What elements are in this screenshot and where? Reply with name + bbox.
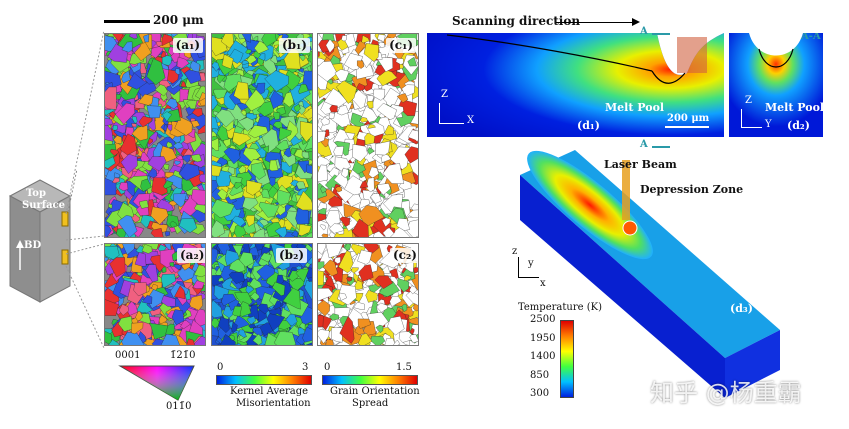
gos-max: 1.5 bbox=[396, 362, 412, 373]
temperature-title: Temperature (K) bbox=[518, 302, 602, 313]
d2-panel-label: (d₂) bbox=[787, 119, 810, 132]
section-marker-top bbox=[652, 33, 670, 35]
d1-scale-label: 200 μm bbox=[667, 113, 710, 124]
d3-axis-x: x bbox=[540, 278, 546, 289]
d1-scale-bar bbox=[665, 126, 709, 128]
d3-axis-y: y bbox=[528, 258, 534, 269]
panel-label-c1: (c₁) bbox=[386, 38, 416, 53]
temperature-tick: 2500 bbox=[530, 314, 556, 325]
kam-max: 3 bbox=[302, 362, 309, 373]
kam-map-b2: (b₂) bbox=[211, 243, 313, 346]
ipf-map-a2: (a₂) bbox=[104, 243, 206, 346]
cube-surface-label: Surface bbox=[22, 200, 65, 211]
section-a-bottom: A bbox=[640, 139, 648, 150]
d2-axis-lines bbox=[741, 109, 762, 128]
kam-min: 0 bbox=[217, 362, 224, 373]
temperature-tick: 1400 bbox=[530, 351, 556, 362]
gos-map-c1: (c₁) bbox=[317, 33, 419, 238]
scale-bar-label: 200 μm bbox=[153, 13, 204, 27]
d2-section-label: A-A bbox=[801, 33, 821, 42]
d1-melt-pool: Melt Pool bbox=[605, 101, 665, 114]
watermark: 知乎 @杨重霸 bbox=[650, 379, 802, 407]
cube-top-label: Top bbox=[26, 188, 46, 199]
temperature-tick: 1950 bbox=[530, 332, 556, 344]
d3-panel-label: (d₃) bbox=[730, 302, 753, 315]
kam-map-b1: (b₁) bbox=[211, 33, 313, 238]
temperature-tick: 300 bbox=[530, 388, 550, 399]
ipf-color-triangle bbox=[118, 365, 195, 401]
section-marker-bottom bbox=[652, 146, 670, 148]
scanning-arrow-head bbox=[632, 18, 640, 26]
d1-panel-label: (d₁) bbox=[577, 119, 600, 132]
gos-min: 0 bbox=[324, 362, 331, 373]
d3-axis-triad bbox=[518, 257, 539, 278]
scanning-direction-label: Scanning direction bbox=[452, 14, 581, 28]
kam-label-1: Kernel Average bbox=[230, 386, 309, 397]
gos-colorbar bbox=[322, 375, 418, 385]
panel-label-c2: (c₂) bbox=[390, 248, 418, 263]
cube-bd-label: BD bbox=[24, 240, 42, 251]
gos-map-c2: (c₂) bbox=[317, 243, 419, 346]
ipf-label-0110: 011̄0 bbox=[166, 401, 192, 412]
gos-label-2: Spread bbox=[352, 398, 389, 409]
laser-beam-label: Laser Beam bbox=[604, 158, 677, 171]
d2-axis-y: Y bbox=[765, 119, 772, 130]
sim-track-3d bbox=[520, 150, 780, 398]
d1-axis-z: Z bbox=[441, 89, 448, 100]
ipf-label-0001: 0001 bbox=[115, 350, 141, 361]
zoom-guide-lines bbox=[65, 30, 105, 349]
section-a-top: A bbox=[640, 26, 648, 37]
scale-bar bbox=[104, 20, 150, 23]
scanning-direction-arrow bbox=[556, 22, 634, 23]
d1-axis-lines bbox=[439, 103, 464, 124]
panel-label-b2: (b₂) bbox=[276, 248, 308, 263]
d2-melt-pool: Melt Pool bbox=[765, 101, 823, 114]
sample-cube-diagram bbox=[8, 170, 78, 303]
d1-axis-x: X bbox=[467, 115, 475, 126]
depression-zone-label: Depression Zone bbox=[640, 183, 744, 196]
ipf-label-1210: 1̄21̄0 bbox=[170, 350, 196, 361]
sim-panel-d2: A-A Melt Pool Z Y (d₂) bbox=[729, 33, 823, 137]
panel-label-a1: (a₁) bbox=[172, 38, 203, 53]
temperature-colorbar bbox=[560, 320, 574, 398]
d2-axis-z: Z bbox=[745, 95, 752, 106]
panel-label-b1: (b₁) bbox=[278, 38, 310, 53]
ipf-map-a1: (a₁) bbox=[104, 33, 206, 238]
sim-panel-d1: Melt Pool 200 μm Z X (d₁) bbox=[427, 33, 724, 137]
d3-axis-z: z bbox=[512, 246, 518, 257]
panel-label-a2: (a₂) bbox=[177, 248, 205, 263]
temperature-tick: 850 bbox=[530, 369, 550, 381]
gos-label-1: Grain Orientation bbox=[330, 386, 420, 397]
kam-colorbar bbox=[216, 375, 312, 385]
kam-label-2: Misorientation bbox=[236, 398, 311, 409]
